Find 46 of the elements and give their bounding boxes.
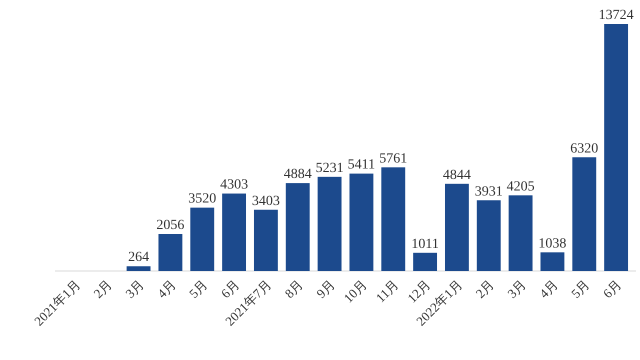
data-label: 264 xyxy=(128,250,150,266)
bar xyxy=(476,200,501,271)
bar xyxy=(381,167,406,271)
data-label: 6320 xyxy=(570,141,598,156)
data-label: 13724 xyxy=(598,8,634,23)
bar xyxy=(349,174,374,271)
data-label: 5761 xyxy=(379,151,408,166)
bar xyxy=(572,157,596,271)
x-tick-label: 8月 xyxy=(282,276,306,302)
x-tick-label: 2月 xyxy=(472,276,497,302)
x-tick-label: 10月 xyxy=(340,276,370,306)
bar xyxy=(254,210,278,271)
x-tick-label: 11月 xyxy=(372,276,402,306)
bar xyxy=(158,234,182,271)
x-tick-label: 3月 xyxy=(504,276,529,302)
bar xyxy=(413,252,438,271)
data-label: 5231 xyxy=(316,160,344,176)
x-tick-label: 6月 xyxy=(600,276,624,302)
x-tick-label: 6月 xyxy=(218,276,242,302)
x-tick-label: 5月 xyxy=(568,276,592,302)
bar xyxy=(318,176,342,271)
x-tick-label: 4月 xyxy=(536,276,561,302)
data-label: 5411 xyxy=(348,158,376,173)
data-label: 4844 xyxy=(442,168,471,183)
bar xyxy=(540,252,564,271)
bar xyxy=(508,195,533,271)
data-label: 3403 xyxy=(252,194,280,209)
data-label: 4205 xyxy=(506,179,535,194)
bar xyxy=(222,194,246,271)
bar xyxy=(286,183,310,271)
x-tick-label: 2月 xyxy=(90,276,115,302)
data-label: 1011 xyxy=(411,236,439,252)
x-tick-label: 5月 xyxy=(186,276,210,302)
x-tick-label: 4月 xyxy=(154,276,179,302)
x-tick-label: 9月 xyxy=(313,276,338,302)
bar xyxy=(604,24,628,271)
bar xyxy=(444,184,469,271)
data-label: 3520 xyxy=(188,192,216,207)
bar xyxy=(190,208,214,271)
bar xyxy=(126,266,151,271)
data-label: 1038 xyxy=(538,236,566,252)
data-label: 4884 xyxy=(284,167,312,182)
data-label: 2056 xyxy=(156,218,184,233)
x-tick-label: 3月 xyxy=(122,276,147,302)
data-label: 3931 xyxy=(474,184,503,200)
data-label: 4303 xyxy=(220,178,248,193)
